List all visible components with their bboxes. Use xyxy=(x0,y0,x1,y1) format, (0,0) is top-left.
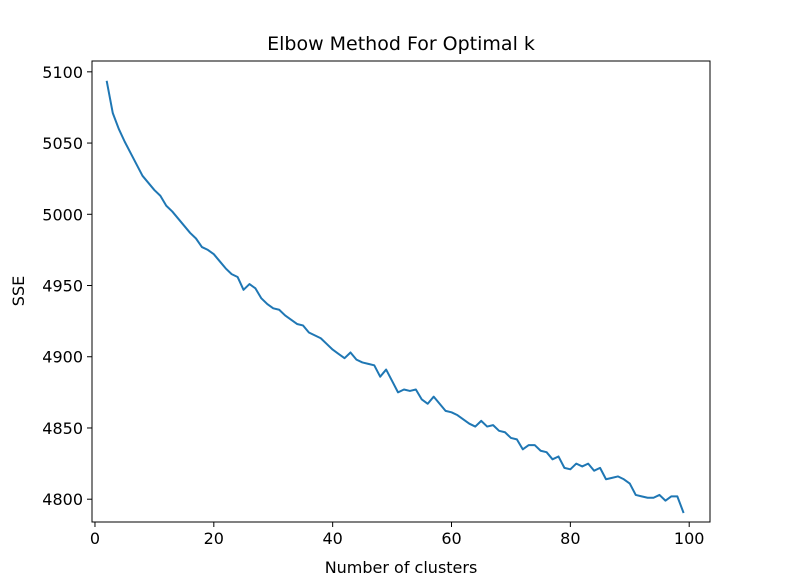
chart-title: Elbow Method For Optimal k xyxy=(267,33,535,55)
y-tick-label: 4850 xyxy=(42,419,83,438)
x-axis-label: Number of clusters xyxy=(325,558,478,577)
y-tick-label: 4800 xyxy=(42,490,83,509)
plot-area xyxy=(105,80,685,514)
x-tick-label: 0 xyxy=(90,529,100,548)
x-tick-label: 40 xyxy=(322,529,342,548)
x-axis-ticks: 0 20 40 60 80 100 xyxy=(90,522,705,548)
x-tick-label: 80 xyxy=(560,529,580,548)
x-tick-label: 100 xyxy=(674,529,705,548)
axes-frame xyxy=(91,60,711,523)
y-tick-label: 4900 xyxy=(42,348,83,367)
x-tick-label: 60 xyxy=(441,529,461,548)
y-axis-label: SSE xyxy=(9,276,28,306)
y-tick-label: 5050 xyxy=(42,134,83,153)
x-tick-label: 20 xyxy=(204,529,224,548)
y-tick-label: 5100 xyxy=(42,63,83,82)
sse-series-line xyxy=(105,80,685,514)
y-axis-ticks: 4800 4850 4900 4950 5000 5050 5100 xyxy=(42,63,92,509)
y-tick-label: 5000 xyxy=(42,205,83,224)
y-tick-label: 4950 xyxy=(42,277,83,296)
